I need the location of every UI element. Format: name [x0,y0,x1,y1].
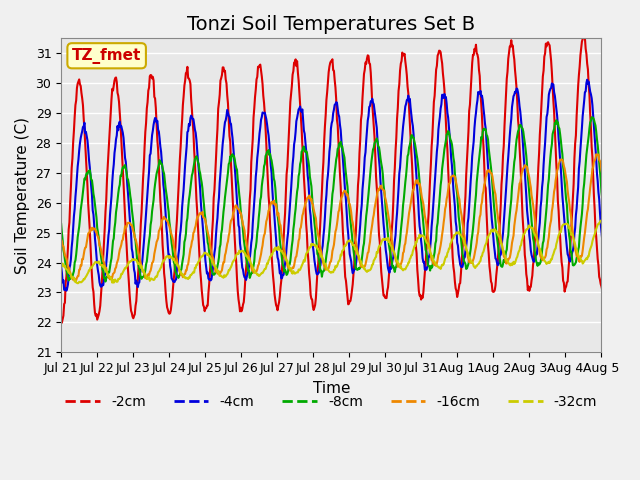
-32cm [634,215,640,221]
-8cm [102,279,109,285]
-2cm [282,191,290,196]
-16cm [72,277,80,283]
-2cm [260,100,268,106]
-4cm [125,212,133,217]
-32cm [632,215,640,220]
-4cm [442,94,450,100]
-16cm [442,203,450,209]
-8cm [442,138,450,144]
-32cm [410,246,417,252]
-2cm [410,200,417,205]
Line: -16cm: -16cm [61,150,637,280]
-16cm [282,254,290,260]
-16cm [629,147,637,153]
-8cm [260,163,268,169]
-4cm [620,75,628,81]
-2cm [442,117,450,123]
-4cm [410,132,417,137]
-4cm [232,174,239,180]
Y-axis label: Soil Temperature (C): Soil Temperature (C) [15,117,30,274]
-32cm [58,262,65,268]
-4cm [63,288,70,294]
-2cm [125,291,133,297]
-32cm [232,254,239,260]
-32cm [442,254,450,260]
-8cm [125,186,133,192]
Legend: -2cm, -4cm, -8cm, -16cm, -32cm: -2cm, -4cm, -8cm, -16cm, -32cm [60,389,603,414]
-16cm [232,203,239,209]
-8cm [634,185,640,191]
-8cm [58,221,65,227]
-16cm [125,220,133,226]
-4cm [58,264,65,269]
X-axis label: Time: Time [312,381,350,396]
Line: -32cm: -32cm [61,217,637,283]
-2cm [616,32,624,38]
-32cm [74,280,81,286]
-4cm [634,231,640,237]
-16cm [58,237,65,242]
-2cm [634,280,640,286]
-16cm [634,160,640,166]
Line: -2cm: -2cm [61,35,637,323]
Line: -8cm: -8cm [61,114,637,282]
-4cm [282,254,290,260]
-32cm [125,260,133,265]
-2cm [58,320,66,325]
-8cm [232,162,239,168]
Title: Tonzi Soil Temperatures Set B: Tonzi Soil Temperatures Set B [188,15,476,34]
Line: -4cm: -4cm [61,78,637,291]
-4cm [260,110,268,116]
-16cm [260,232,268,238]
-8cm [625,111,633,117]
-32cm [282,257,290,263]
-8cm [282,269,290,275]
-32cm [260,267,268,273]
-16cm [410,187,417,193]
-2cm [58,315,65,321]
Text: TZ_fmet: TZ_fmet [72,48,141,64]
-8cm [410,135,417,141]
-2cm [232,250,239,255]
